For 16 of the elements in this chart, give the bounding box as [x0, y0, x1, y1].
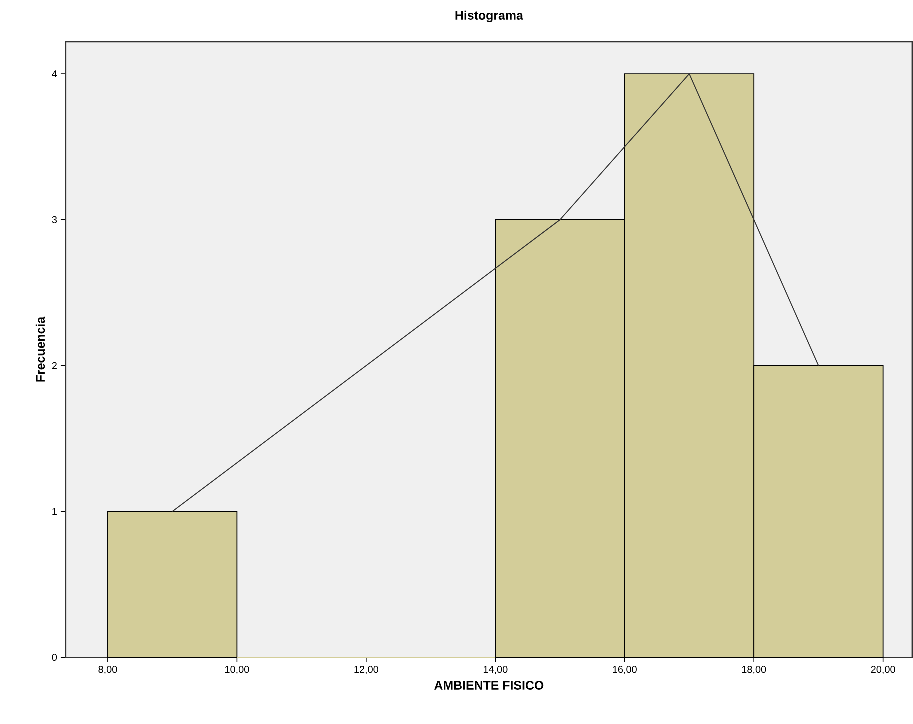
x-tick-label: 8,00 — [98, 666, 118, 675]
y-axis-title: Frecuencia — [36, 317, 46, 382]
x-tick-label: 14,00 — [484, 666, 508, 675]
x-tick-label: 20,00 — [871, 666, 896, 675]
line-series — [172, 74, 820, 512]
chart-title: Histograma — [456, 11, 524, 23]
x-axis-title: AMBIENTE FISICO — [434, 681, 544, 690]
x-tick-label: 10,00 — [225, 666, 250, 675]
y-tick-label: 1 — [52, 508, 57, 516]
x-tick-label: 16,00 — [613, 666, 637, 675]
y-tick-label: 2 — [52, 362, 57, 370]
y-tick-label: 4 — [52, 70, 58, 78]
y-tick-label: 0 — [52, 654, 58, 662]
y-tick-label: 3 — [52, 216, 58, 224]
x-tick-label: 18,00 — [742, 666, 766, 675]
x-tick-label: 12,00 — [354, 666, 378, 675]
